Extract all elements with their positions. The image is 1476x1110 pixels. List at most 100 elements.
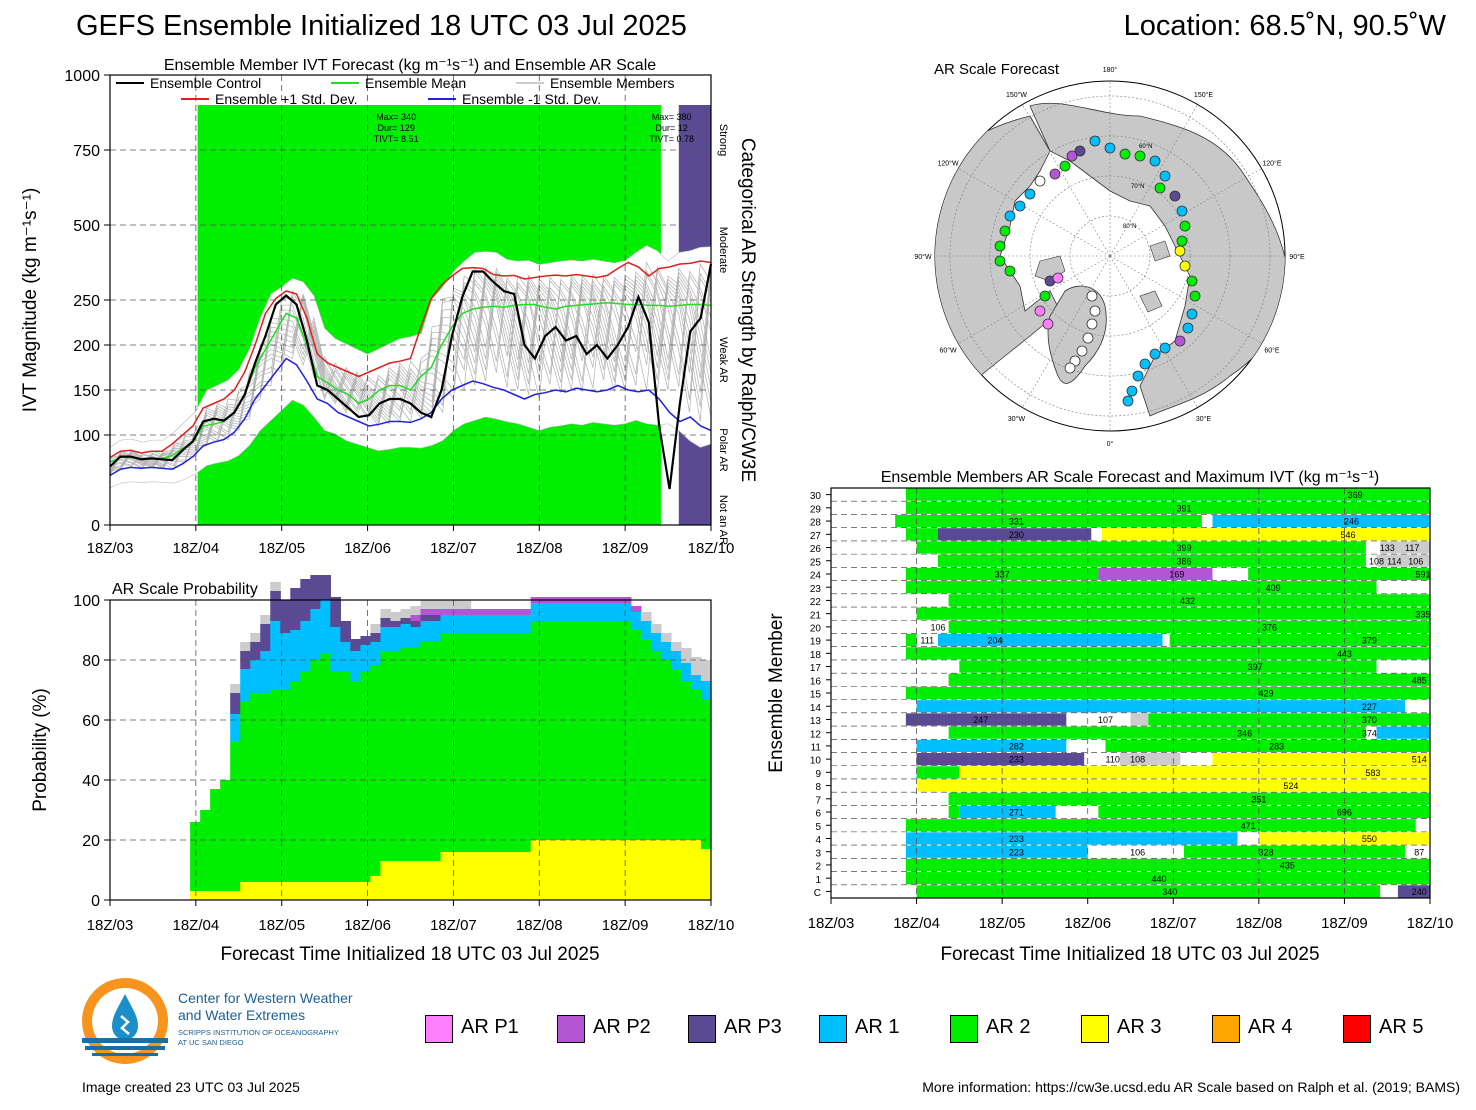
members-value-label-52: 435 [1280, 861, 1295, 871]
prob-bar-ar_p3-20 [310, 575, 321, 609]
prob-bar-ar3-36 [470, 852, 482, 900]
map-member-dot-42 [1089, 305, 1101, 317]
map-member-dot-25 [1066, 150, 1078, 162]
prob-bar-ar2-54 [650, 651, 662, 840]
members-row-label-0: C [814, 888, 821, 899]
prob-bar-ar1-25 [360, 645, 372, 672]
prob-bar-ar_p2-37 [480, 609, 492, 615]
member-segment-8-0 [916, 779, 1430, 792]
prob-bar-ar2-17 [280, 690, 291, 882]
map-member-dot-31 [1004, 210, 1016, 222]
prob-bar-ar3-29 [400, 861, 412, 900]
prob-bar-ar3-39 [500, 852, 512, 900]
map-member-dot-27 [1049, 168, 1061, 180]
prob-bar-ar1-21 [320, 600, 331, 654]
legend-swatch-ar1 [819, 1015, 847, 1043]
map-meridian-5 [1109, 255, 1198, 408]
prob-bar-ar1-28 [390, 627, 402, 651]
prob-bar-ar2-41 [520, 633, 532, 852]
ivt-series-line-0 [109, 263, 713, 490]
prob-xlabel: Forecast Time Initialized 18 UTC 03 Jul … [220, 944, 599, 965]
members-value-label-35: 283 [1269, 742, 1284, 752]
prob-bar-ar3-15 [260, 882, 271, 900]
map-lon-label-6: 0° [1107, 440, 1114, 448]
prob-xtick-label-1: 18Z/04 [173, 917, 220, 934]
member-segment-23-0 [905, 581, 1377, 594]
prob-title: AR Scale Probability [112, 581, 258, 598]
prob-bar-ar3-45 [560, 840, 572, 900]
prob-bar-ar_p2-33 [440, 609, 452, 615]
prob-bar-ar3-42 [530, 840, 542, 900]
prob-bar-ar2-23 [340, 672, 351, 882]
members-row-label-7: 7 [815, 795, 821, 806]
members-value-label-45: 471 [1241, 821, 1256, 831]
legend-label-ar1: AR 1 [855, 1016, 900, 1038]
ivt-ytick-label-1: 100 [73, 428, 100, 445]
prob-bar-ar3-30 [410, 861, 422, 900]
legend-swatch-ar2 [950, 1015, 978, 1043]
ivt-member-line-13 [109, 274, 712, 471]
prob-bar-ar2-57 [680, 681, 692, 840]
member-segment-2-0 [905, 858, 1430, 872]
map-member-dot-21 [1139, 358, 1151, 370]
prob-bar-ar2-52 [630, 630, 642, 840]
prob-bar-ar1-33 [440, 615, 452, 633]
prob-bar-ar2-18 [290, 681, 301, 882]
prob-bar-ar1-49 [600, 603, 612, 621]
prob-bar-ar1-48 [590, 603, 602, 621]
legend-label-ar3: AR 3 [1117, 1016, 1162, 1038]
prob-bar-ar2-34 [450, 633, 462, 852]
prob-bar-ar_p3-12 [230, 693, 241, 714]
map-member-dot-35 [1004, 265, 1016, 277]
prob-bar-ar1-38 [490, 615, 502, 633]
prob-bar-ar3-20 [310, 882, 321, 900]
legend-label-ar2: AR 2 [986, 1016, 1031, 1038]
member-segment-14-0 [916, 700, 1406, 713]
members-row-label-15: 15 [810, 690, 822, 701]
ar-scale-map: 180° 150°E 120°E 90°E 60°E 30°E 0° 30°W 60°W 90°W… [914, 66, 1305, 448]
prob-bar-ar_p2-41 [520, 609, 532, 615]
member-segment-24-2 [1248, 567, 1430, 581]
prob-bar-ar1-42 [530, 603, 542, 621]
members-value-label-23: 379 [1362, 636, 1377, 646]
members-value-label-12: 106 [1408, 556, 1423, 566]
prob-bar-ar_p3-22 [330, 597, 341, 627]
prob-bar-unknown-33 [440, 600, 452, 609]
map-lon-label-4: 60°E [1264, 347, 1280, 355]
prob-bar-ar1-22 [330, 627, 341, 672]
member-segment-6-2 [1098, 805, 1430, 819]
prob-bar-ar1-35 [460, 615, 472, 633]
members-row-label-4: 4 [815, 835, 821, 846]
members-value-label-26: 485 [1412, 675, 1427, 685]
map-lon-label-8: 60°W [939, 347, 957, 355]
legend-swatch-ar-p1 [425, 1015, 453, 1043]
prob-bar-ar2-33 [440, 633, 452, 852]
ivt-legend-label-2: Ensemble Members [550, 75, 675, 91]
prob-bar-ar1-41 [520, 615, 532, 633]
prob-bar-ar2-35 [460, 633, 472, 852]
members-row-label-27: 27 [810, 531, 822, 542]
member-segment-18-0 [905, 647, 1430, 660]
prob-bar-ar1-47 [580, 603, 592, 621]
prob-bar-ar_p3-31 [420, 615, 432, 621]
prob-bar-ar3-28 [390, 861, 402, 900]
prob-xtick-label-4: 18Z/07 [430, 917, 477, 934]
prob-bar-ar2-22 [330, 672, 341, 882]
prob-bar-ar1-37 [480, 615, 492, 633]
prob-bar-unknown-12 [230, 684, 241, 693]
ivt-legend-label-4: Ensemble -1 Std. Dev. [462, 91, 601, 107]
members-value-label-33: 374 [1362, 728, 1377, 738]
members-row-label-13: 13 [810, 716, 822, 727]
prob-bar-unknown-15 [260, 615, 271, 624]
ivt-xtick-label-6: 18Z/09 [602, 540, 649, 557]
map-member-dot-0 [1074, 145, 1086, 157]
prob-xtick-label-0: 18Z/03 [87, 917, 134, 934]
map-lat-label-1: 70°N [1131, 184, 1144, 190]
prob-bar-ar2-30 [410, 648, 422, 861]
map-lat-label-0: 80°N [1123, 224, 1136, 230]
location-label: Location: 68.5˚N, 90.5˚W [1123, 10, 1446, 42]
map-member-dot-2 [1104, 142, 1116, 154]
prob-bar-ar_p3-32 [430, 615, 442, 621]
members-row-label-25: 25 [810, 557, 822, 568]
ivt-series-line-1 [109, 301, 712, 463]
